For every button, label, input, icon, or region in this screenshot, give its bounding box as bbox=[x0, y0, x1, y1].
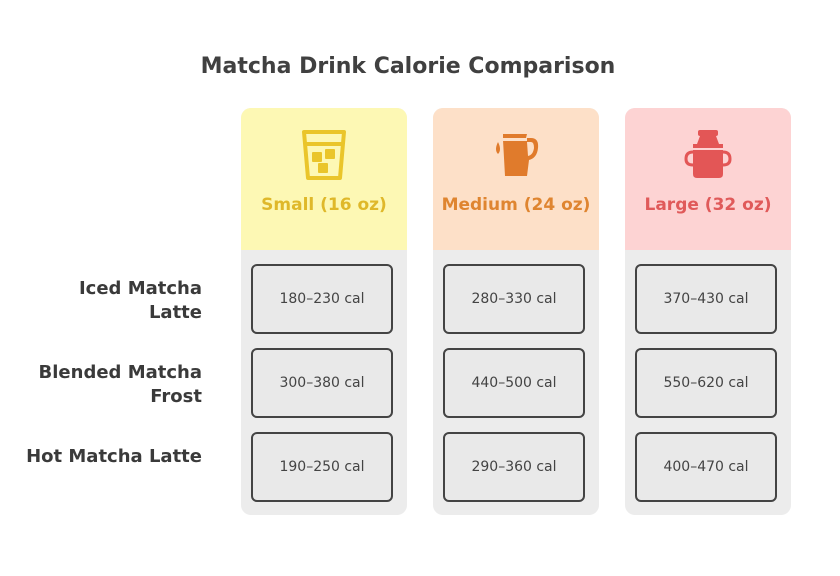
column-medium: Medium (24 oz) 280–330 cal 440–500 cal 2… bbox=[433, 108, 599, 515]
row-label-blended-matcha-frost: Blended Matcha Frost bbox=[38, 362, 202, 407]
pitcher-icon bbox=[496, 134, 539, 176]
cell-large-iced-matcha-latte: 370–430 cal bbox=[635, 264, 777, 334]
row-label-iced-matcha-latte: Iced Matcha Latte bbox=[78, 278, 202, 323]
cell-medium-hot-matcha-latte: 290–360 cal bbox=[443, 432, 585, 502]
column-medium-label: Medium (24 oz) bbox=[441, 195, 591, 215]
column-medium-header: Medium (24 oz) bbox=[433, 108, 599, 250]
diagram-title: Matcha Drink Calorie Comparison bbox=[200, 54, 616, 79]
iced-glass-icon bbox=[302, 130, 346, 180]
column-large: Large (32 oz) 370–430 cal 550–620 cal 40… bbox=[625, 108, 791, 515]
column-small-label: Small (16 oz) bbox=[261, 195, 387, 215]
cell-small-iced-matcha-latte: 180–230 cal bbox=[251, 264, 393, 334]
column-small-header: Small (16 oz) bbox=[241, 108, 407, 250]
cell-medium-iced-matcha-latte: 280–330 cal bbox=[443, 264, 585, 334]
cell-large-blended-matcha-frost: 550–620 cal bbox=[635, 348, 777, 418]
cell-large-hot-matcha-latte: 400–470 cal bbox=[635, 432, 777, 502]
column-large-header: Large (32 oz) bbox=[625, 108, 791, 250]
row-label-hot-matcha-latte: Hot Matcha Latte bbox=[26, 446, 202, 467]
cell-small-blended-matcha-frost: 300–380 cal bbox=[251, 348, 393, 418]
milk-can-icon bbox=[684, 130, 732, 178]
column-small: Small (16 oz) 180–230 cal 300–380 cal 19… bbox=[241, 108, 407, 515]
column-large-label: Large (32 oz) bbox=[644, 195, 772, 215]
cell-small-hot-matcha-latte: 190–250 cal bbox=[251, 432, 393, 502]
cell-medium-blended-matcha-frost: 440–500 cal bbox=[443, 348, 585, 418]
